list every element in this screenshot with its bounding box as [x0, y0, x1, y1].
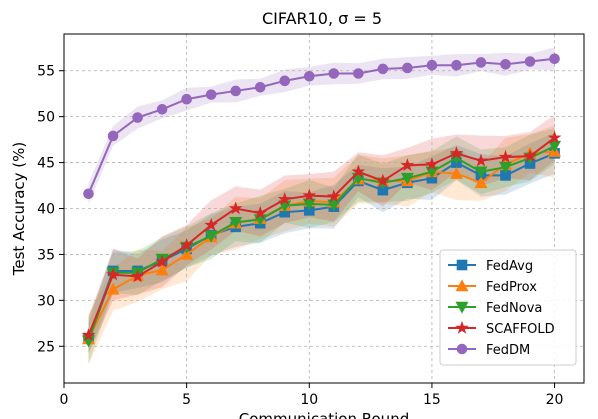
data-point — [456, 343, 468, 355]
data-point — [204, 217, 218, 231]
x-tick-label: 5 — [182, 392, 191, 408]
x-tick-label: 10 — [300, 392, 318, 408]
legend-label: SCAFFOLD — [486, 322, 555, 337]
series-scaffold — [81, 130, 562, 342]
y-tick-label: 35 — [37, 247, 55, 263]
data-point — [253, 205, 268, 219]
data-point — [179, 238, 194, 252]
data-point — [326, 189, 341, 203]
data-point — [524, 56, 536, 67]
y-tick-label: 55 — [37, 64, 55, 80]
data-point — [155, 263, 169, 276]
data-point — [500, 59, 511, 70]
x-axis-label: Communication Round — [239, 410, 409, 419]
data-point — [499, 161, 513, 174]
variance-band — [88, 132, 555, 354]
data-point — [180, 247, 194, 260]
data-point — [549, 53, 560, 65]
legend: FedAvg FedProx FedNova SCAFFOLD FedDM — [439, 249, 577, 366]
legend-item: FedNova — [448, 301, 542, 316]
data-point — [400, 158, 415, 172]
data-point — [376, 173, 390, 187]
legend-item: FedDM — [448, 343, 530, 358]
data-point — [327, 199, 341, 212]
legend-item: FedProx — [448, 279, 537, 295]
legend-label: FedNova — [486, 301, 542, 316]
series-group — [81, 53, 562, 348]
data-point — [455, 320, 469, 334]
data-point — [181, 93, 192, 105]
data-point — [456, 259, 468, 271]
data-point — [107, 130, 119, 142]
data-point — [106, 267, 120, 281]
data-point — [449, 166, 463, 179]
legend-item: FedAvg — [448, 259, 533, 274]
y-tick-label: 30 — [37, 293, 55, 309]
data-point — [279, 75, 291, 87]
y-tick-label: 45 — [37, 156, 55, 172]
x-tick-label: 20 — [546, 392, 564, 408]
chart-title: CIFAR10, σ = 5 — [262, 9, 382, 28]
data-point — [451, 59, 462, 71]
data-point — [254, 81, 266, 93]
series-feddm — [83, 53, 560, 200]
data-point — [377, 63, 389, 75]
data-point — [400, 172, 414, 185]
data-point — [303, 70, 315, 82]
x-axis-ticks: 0 5 10 15 20 — [60, 383, 564, 408]
legend-label: FedAvg — [486, 259, 533, 274]
data-point — [353, 68, 364, 79]
y-axis-label: Test Accuracy (%) — [10, 142, 28, 277]
data-point — [425, 157, 439, 171]
data-point — [83, 188, 94, 200]
data-point — [132, 112, 143, 123]
y-tick-label: 25 — [37, 339, 55, 355]
data-point — [155, 254, 169, 268]
data-point — [548, 140, 562, 153]
data-point — [474, 166, 488, 179]
data-point — [474, 153, 488, 167]
data-point — [475, 57, 487, 68]
data-point — [156, 104, 168, 115]
data-point — [474, 176, 488, 189]
data-point — [106, 282, 120, 295]
data-point — [455, 301, 469, 314]
data-point — [402, 62, 413, 74]
legend-box — [439, 249, 577, 366]
data-point — [130, 269, 145, 283]
data-point — [302, 198, 316, 211]
legend-label: FedProx — [486, 280, 537, 295]
data-point — [228, 201, 243, 215]
data-point — [229, 216, 243, 229]
data-point — [204, 230, 218, 243]
y-tick-label: 50 — [37, 110, 55, 126]
variance-band — [88, 127, 555, 364]
x-tick-label: 0 — [60, 392, 69, 408]
data-point — [498, 149, 513, 163]
data-point — [523, 148, 537, 162]
data-point — [328, 68, 340, 79]
variance-band — [88, 125, 555, 365]
legend-label: FedDM — [486, 343, 530, 358]
x-tick-label: 15 — [423, 392, 441, 408]
legend-item: SCAFFOLD — [448, 320, 555, 337]
data-point — [426, 59, 438, 71]
data-point — [230, 85, 241, 97]
data-point — [547, 130, 562, 144]
y-axis-ticks: 25 30 35 40 45 50 55 — [37, 64, 64, 355]
data-point — [302, 188, 317, 202]
data-point — [455, 279, 469, 292]
y-tick-label: 40 — [37, 202, 55, 218]
data-point — [81, 328, 96, 342]
data-point — [449, 146, 464, 160]
data-point — [277, 192, 292, 206]
data-point — [351, 164, 366, 178]
data-point — [205, 89, 217, 100]
